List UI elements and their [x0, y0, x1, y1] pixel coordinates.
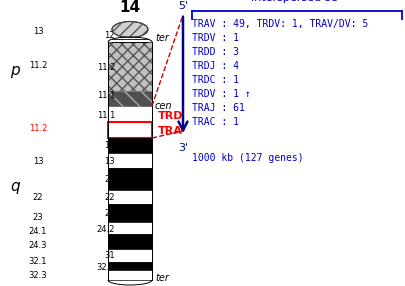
Bar	[108, 91, 151, 106]
Text: q: q	[10, 178, 20, 194]
Text: 11.1: 11.1	[96, 112, 115, 120]
Text: 24.3: 24.3	[29, 241, 47, 251]
Bar	[108, 138, 151, 153]
Text: TRAC : 1: TRAC : 1	[192, 117, 239, 127]
Text: 13: 13	[33, 156, 43, 166]
Text: 13: 13	[33, 27, 43, 37]
Text: cen: cen	[155, 101, 172, 111]
Text: 11.2: 11.2	[29, 61, 47, 71]
Text: 11.2: 11.2	[29, 124, 47, 134]
Text: 22: 22	[33, 194, 43, 202]
Bar	[108, 190, 151, 204]
Text: TRDD : 3: TRDD : 3	[192, 47, 239, 57]
Text: TRDV : 1 ↑: TRDV : 1 ↑	[192, 89, 250, 99]
Bar	[108, 42, 151, 91]
Text: 32.2: 32.2	[96, 263, 115, 271]
Bar	[108, 262, 151, 270]
Text: 31: 31	[104, 251, 115, 261]
Text: 22: 22	[104, 194, 115, 202]
Text: 5': 5'	[177, 1, 188, 11]
Text: 32.1: 32.1	[29, 257, 47, 265]
Text: 23: 23	[104, 208, 115, 217]
Text: 13: 13	[104, 156, 115, 166]
Text: ter: ter	[155, 273, 168, 283]
Text: 11.2: 11.2	[96, 63, 115, 72]
Bar	[108, 153, 151, 168]
Bar	[108, 204, 151, 222]
Text: ter: ter	[155, 33, 168, 43]
Bar	[108, 106, 151, 122]
Ellipse shape	[112, 21, 148, 37]
Text: 32.3: 32.3	[29, 271, 47, 281]
Text: 24.1: 24.1	[29, 227, 47, 237]
Bar	[108, 42, 151, 91]
Bar	[108, 234, 151, 249]
Text: 14: 14	[119, 1, 140, 15]
Text: TRDV : 1: TRDV : 1	[192, 33, 239, 43]
Text: TRDC : 1: TRDC : 1	[192, 75, 239, 85]
Text: TRA: TRA	[158, 126, 182, 136]
Bar	[108, 249, 151, 262]
Text: 12: 12	[104, 31, 115, 41]
Text: TRAV : 49, TRDV: 1, TRAV/DV: 5: TRAV : 49, TRDV: 1, TRAV/DV: 5	[192, 19, 367, 29]
Bar	[108, 222, 151, 234]
Text: p: p	[10, 63, 20, 78]
Text: TRD: TRD	[158, 111, 183, 121]
Text: TRAJ : 61: TRAJ : 61	[192, 103, 244, 113]
Text: 12: 12	[104, 142, 115, 150]
Text: TRDJ : 4: TRDJ : 4	[192, 61, 239, 71]
Bar	[108, 168, 151, 190]
Text: 1000 kb (127 genes): 1000 kb (127 genes)	[192, 153, 303, 163]
Text: 21: 21	[104, 174, 115, 184]
Text: 23: 23	[33, 214, 43, 223]
Text: 24.2: 24.2	[96, 225, 115, 235]
Text: 3': 3'	[177, 143, 188, 153]
Bar	[108, 91, 151, 106]
Text: interspersed 55: interspersed 55	[251, 0, 338, 3]
Bar	[108, 270, 151, 280]
Bar	[108, 122, 151, 138]
Text: 11.1: 11.1	[96, 92, 115, 100]
